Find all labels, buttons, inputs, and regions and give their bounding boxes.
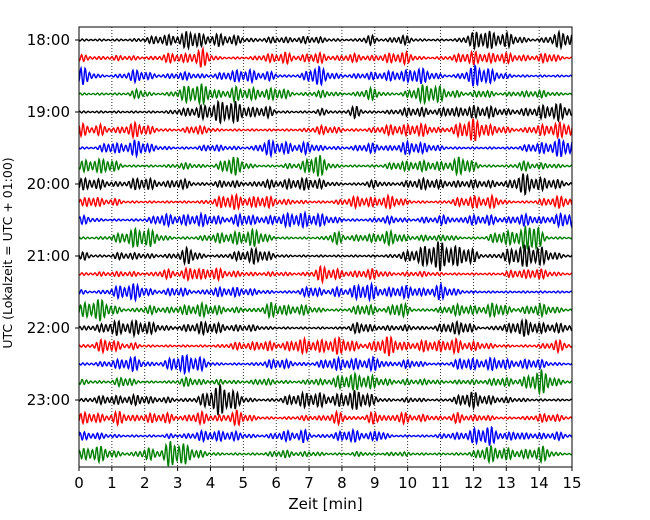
- trace-line: [78, 264, 573, 285]
- x-tick-label: 4: [206, 474, 216, 492]
- trace-line: [78, 241, 573, 272]
- trace-line: [78, 118, 573, 142]
- trace-line: [78, 425, 573, 446]
- trace-line: [78, 210, 573, 230]
- trace-line: [78, 173, 573, 196]
- trace-line: [78, 155, 573, 177]
- trace-line: [78, 369, 573, 396]
- trace-line: [78, 318, 573, 339]
- x-tick-label: 2: [140, 474, 150, 492]
- x-tick-label: 11: [431, 474, 450, 492]
- trace-line: [78, 409, 573, 428]
- x-tick-label: 15: [562, 474, 581, 492]
- x-tick-label: 8: [337, 474, 347, 492]
- x-tick-label: 14: [530, 474, 549, 492]
- x-tick-label: 5: [239, 474, 249, 492]
- y-tick-label: 22:00: [27, 319, 70, 337]
- y-tick-label: 20:00: [27, 175, 70, 193]
- trace-line: [78, 384, 573, 416]
- trace-line: [78, 281, 573, 303]
- x-axis-label: Zeit [min]: [288, 495, 362, 513]
- trace-line: [78, 440, 573, 467]
- x-tick-label: 6: [271, 474, 281, 492]
- y-tick-label: 18:00: [27, 31, 70, 49]
- x-tick-label: 3: [173, 474, 183, 492]
- trace-line: [78, 224, 573, 251]
- trace-line: [79, 334, 573, 357]
- x-axis: 0 1 2 3 4 5 6 7 8 9 10 11 12 13 14 15: [74, 467, 582, 492]
- x-tick-label: 7: [304, 474, 314, 492]
- x-tick-label: 10: [398, 474, 417, 492]
- x-tick-label: 12: [464, 474, 483, 492]
- trace-line: [78, 99, 573, 125]
- trace-line: [78, 192, 573, 211]
- y-tick-label: 23:00: [27, 391, 70, 409]
- y-axis-label: UTC (Lokalzeit = UTC + 01:00): [0, 157, 15, 348]
- trace-line: [78, 138, 573, 159]
- trace-line: [78, 29, 573, 52]
- trace-line: [78, 83, 573, 107]
- x-tick-label: 9: [370, 474, 380, 492]
- y-tick-label: 21:00: [27, 247, 70, 265]
- x-tick-label: 0: [74, 474, 84, 492]
- y-tick-label: 19:00: [27, 103, 70, 121]
- traces-layer: [78, 29, 573, 467]
- x-tick-label: 13: [497, 474, 516, 492]
- x-tick-label: 1: [107, 474, 117, 492]
- trace-line: [78, 298, 573, 322]
- trace-line: [78, 46, 573, 68]
- y-axis: 18:00 19:00 20:00 21:00 22:00 23:00: [27, 31, 79, 409]
- trace-line: [78, 63, 573, 87]
- plot-frame: [78, 26, 573, 468]
- trace-line: [78, 353, 573, 376]
